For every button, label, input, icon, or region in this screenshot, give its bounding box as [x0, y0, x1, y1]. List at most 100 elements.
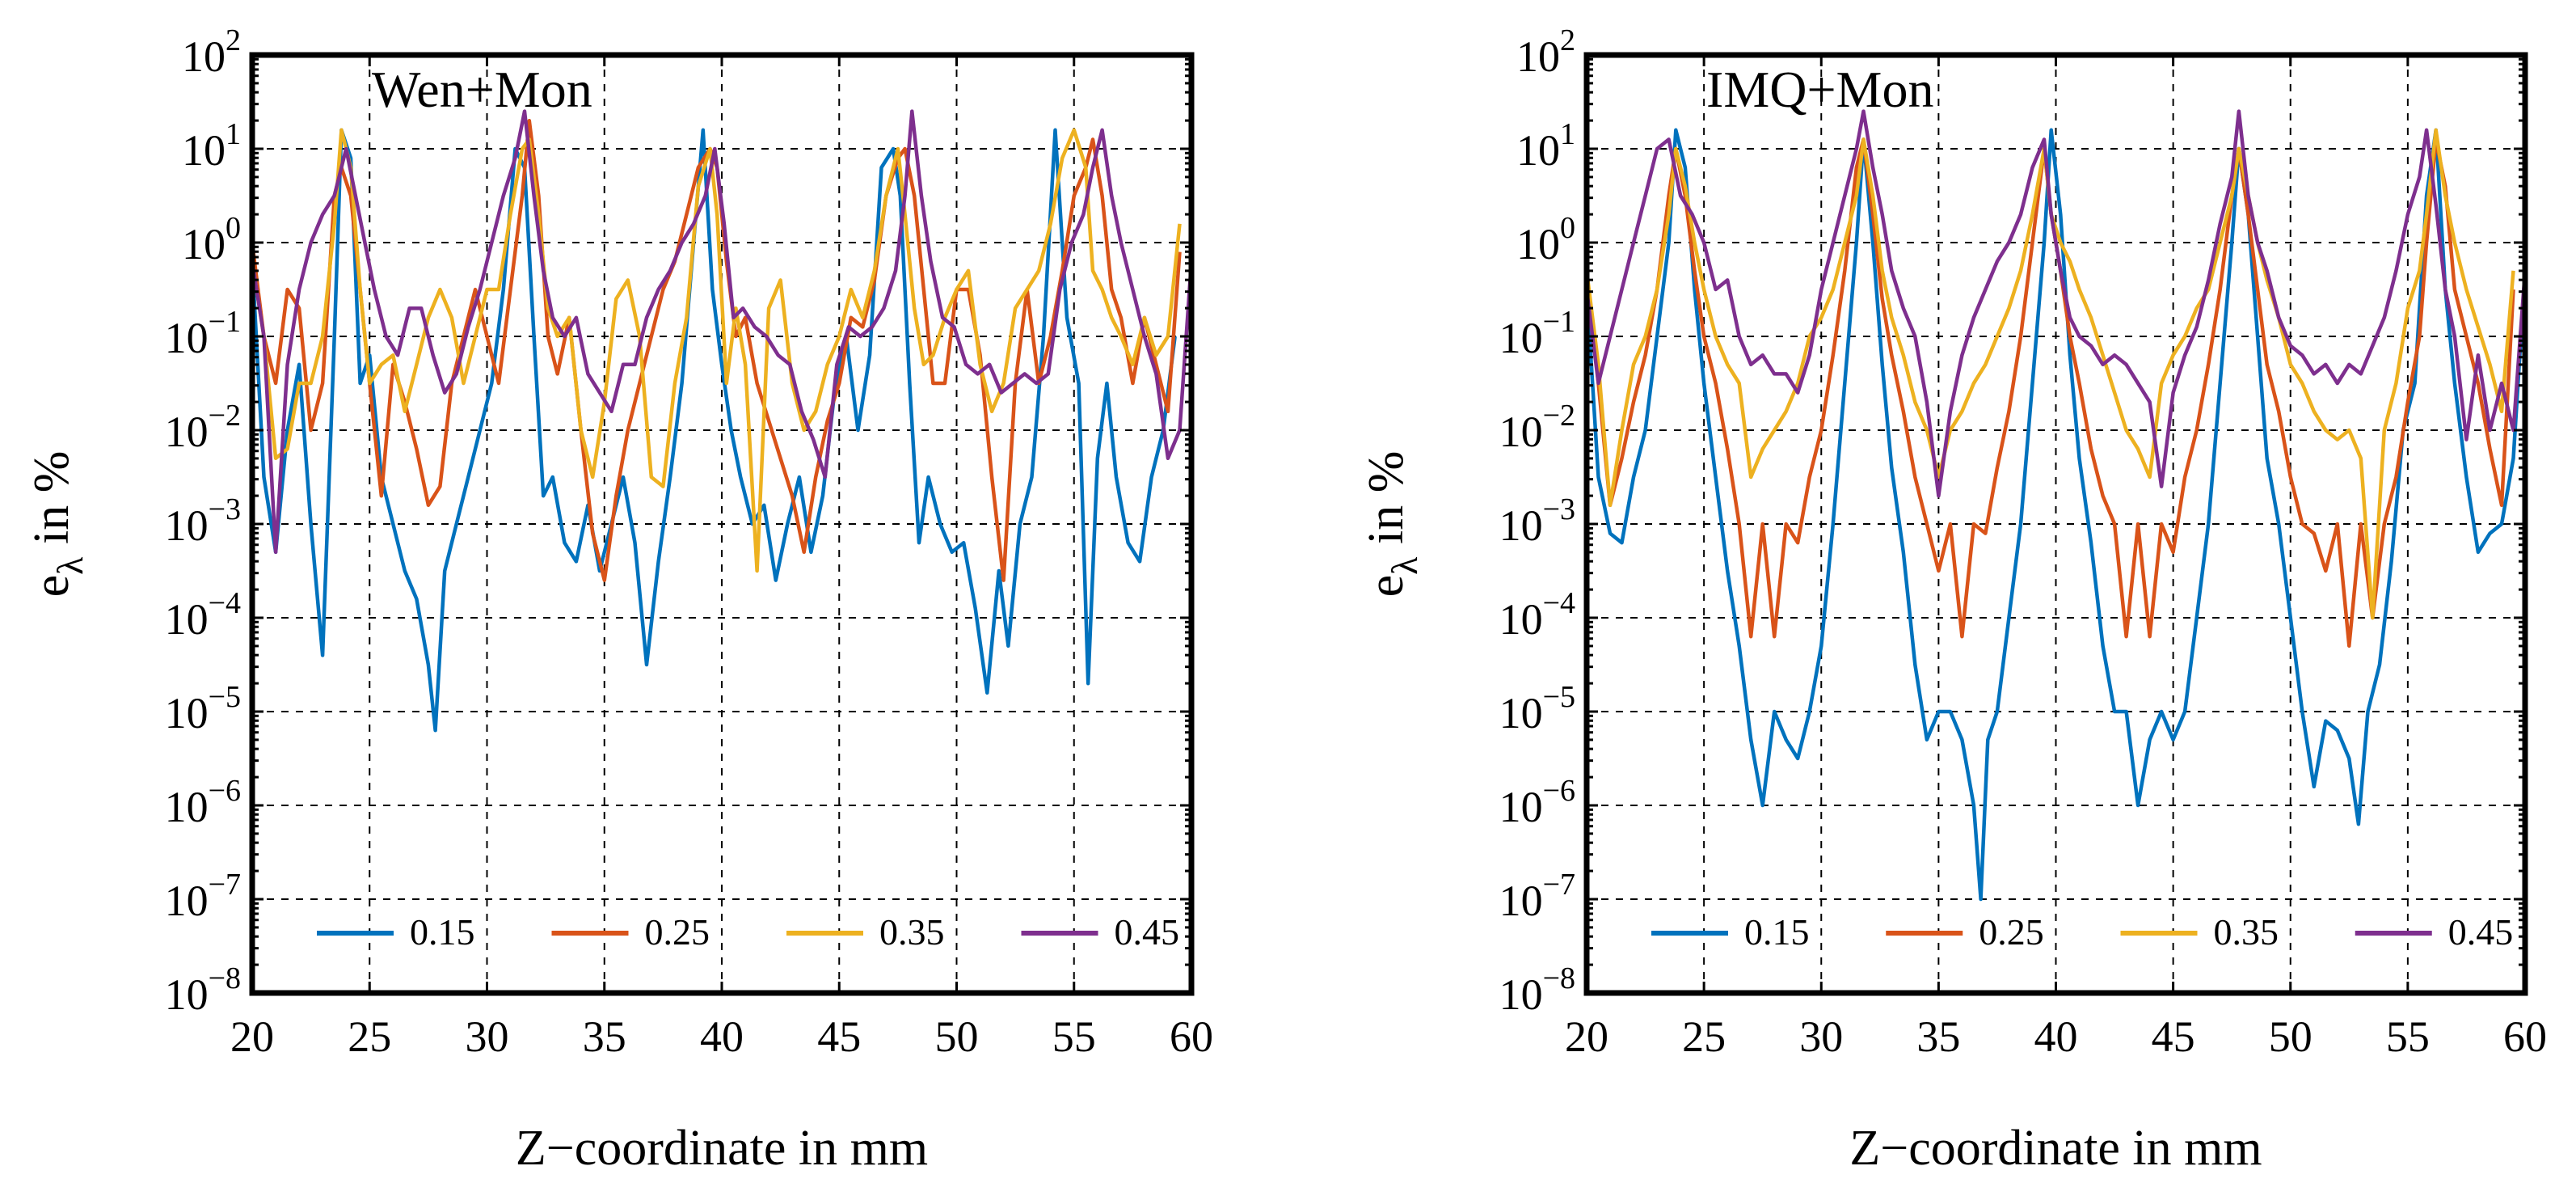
y-axis-title-base: e [24, 575, 79, 598]
grid [1587, 55, 2525, 993]
y-tick-base: 10 [1499, 877, 1543, 925]
x-tick-label: 40 [700, 1012, 744, 1061]
y-tick-base: 10 [165, 595, 209, 644]
y-tick-base: 10 [165, 970, 209, 1019]
y-tick-label: 10−5 [165, 680, 241, 737]
y-tick-label: 10−1 [165, 305, 241, 362]
x-tick-label: 20 [230, 1012, 274, 1061]
y-tick-label: 10−7 [1499, 868, 1575, 925]
legend-label-0.35: 0.35 [879, 911, 945, 953]
x-tick-label: 45 [2152, 1012, 2195, 1061]
series-line-0.45 [1587, 109, 2525, 498]
y-tick-label: 10−8 [165, 961, 241, 1019]
y-tick-exponent: −4 [1543, 586, 1575, 620]
x-tick-label: 30 [466, 1012, 509, 1061]
y-tick-base: 10 [182, 126, 226, 175]
y-tick-exponent: −6 [1543, 774, 1575, 808]
x-tick-label: 45 [817, 1012, 861, 1061]
y-tick-base: 10 [1499, 314, 1543, 362]
y-tick-base: 10 [182, 32, 226, 81]
chart-panel-imq-mon: 20 25 30 35 40 45 50 55 6010210110010−110−210−31… [1359, 23, 2547, 1176]
series-line-0.15 [252, 128, 1177, 733]
y-tick-label: 10−4 [165, 586, 241, 644]
legend-label-0.15: 0.15 [1744, 911, 1810, 953]
ticks: 20 25 30 35 40 45 50 55 6010210110010−110−210−31… [165, 23, 1213, 1061]
y-tick-label: 10−1 [1499, 305, 1575, 362]
x-axis-title: Z−coordinate in mm [1849, 1121, 2262, 1176]
legend: 0.15 0.25 0.35 0.45 [1651, 911, 2513, 953]
y-tick-exponent: −5 [209, 680, 241, 714]
chart-panel-wen-mon: 20 25 30 35 40 45 50 55 6010210110010−110−210−31… [24, 23, 1213, 1176]
y-tick-label: 10−3 [1499, 492, 1575, 550]
y-axis-title-sub: λ [1384, 556, 1425, 575]
y-tick-exponent: −2 [209, 399, 241, 433]
y-tick-label: 101 [1516, 117, 1575, 175]
y-tick-base: 10 [165, 783, 209, 831]
y-tick-base: 10 [1516, 32, 1560, 81]
x-tick-label: 25 [348, 1012, 391, 1061]
y-tick-exponent: −7 [1543, 868, 1575, 902]
y-tick-exponent: −1 [209, 305, 241, 339]
y-tick-exponent: −8 [1543, 961, 1575, 995]
y-axis-title-tail: in % [24, 451, 79, 557]
y-tick-label: 100 [1516, 211, 1575, 268]
panel-title: IMQ+Mon [1706, 61, 1933, 118]
y-tick-base: 10 [165, 877, 209, 925]
y-tick-label: 10−6 [1499, 774, 1575, 831]
legend-label-0.15: 0.15 [410, 911, 475, 953]
x-tick-label: 20 [1565, 1012, 1608, 1061]
y-tick-exponent: 2 [226, 23, 241, 57]
y-tick-label: 10−5 [1499, 680, 1575, 737]
y-tick-base: 10 [1499, 970, 1543, 1019]
y-tick-exponent: −8 [209, 961, 241, 995]
x-tick-label: 60 [2503, 1012, 2547, 1061]
legend-label-0.25: 0.25 [645, 911, 710, 953]
ticks: 20 25 30 35 40 45 50 55 6010210110010−110−210−31… [1499, 23, 2547, 1061]
y-tick-label: 10−2 [1499, 399, 1575, 456]
y-axis-title-tail: in % [1359, 451, 1414, 557]
panel-title: Wen+Mon [372, 61, 592, 118]
y-tick-exponent: 0 [226, 211, 241, 245]
y-tick-base: 10 [182, 220, 226, 268]
x-tick-label: 40 [2034, 1012, 2078, 1061]
y-tick-label: 10−2 [165, 399, 241, 456]
x-tick-label: 25 [1682, 1012, 1726, 1061]
y-tick-base: 10 [165, 501, 209, 550]
y-axis-title: eλ in % [1359, 451, 1425, 598]
series-group [252, 109, 1191, 733]
x-tick-label: 55 [2386, 1012, 2430, 1061]
y-tick-exponent: 0 [1560, 211, 1575, 245]
y-tick-base: 10 [165, 408, 209, 456]
y-tick-base: 10 [1499, 408, 1543, 456]
y-tick-base: 10 [1499, 783, 1543, 831]
legend-label-0.45: 0.45 [1115, 911, 1180, 953]
x-tick-label: 55 [1052, 1012, 1096, 1061]
y-tick-base: 10 [165, 314, 209, 362]
y-tick-exponent: −7 [209, 868, 241, 902]
y-tick-base: 10 [1499, 595, 1543, 644]
x-tick-label: 30 [1799, 1012, 1843, 1061]
y-tick-exponent: 1 [226, 117, 241, 151]
y-tick-exponent: −3 [1543, 492, 1575, 526]
legend: 0.15 0.25 0.35 0.45 [317, 911, 1179, 953]
y-tick-exponent: 1 [1560, 117, 1575, 151]
y-tick-base: 10 [165, 689, 209, 737]
y-tick-label: 10−3 [165, 492, 241, 550]
y-tick-exponent: −6 [209, 774, 241, 808]
y-tick-label: 10−4 [1499, 586, 1575, 644]
y-tick-exponent: −2 [1543, 399, 1575, 433]
y-axis-title-base: e [1359, 575, 1414, 598]
legend-label-0.45: 0.45 [2448, 911, 2514, 953]
y-axis-title: eλ in % [24, 451, 91, 598]
y-tick-exponent: −4 [209, 586, 241, 620]
y-tick-exponent: −1 [1543, 305, 1575, 339]
y-tick-label: 10−6 [165, 774, 241, 831]
x-axis-title: Z−coordinate in mm [516, 1121, 928, 1176]
y-tick-label: 10−8 [1499, 961, 1575, 1019]
y-tick-label: 10−7 [165, 868, 241, 925]
series-group [1587, 109, 2525, 902]
y-tick-label: 102 [1516, 23, 1575, 81]
y-tick-label: 101 [182, 117, 241, 175]
x-tick-label: 50 [2269, 1012, 2312, 1061]
